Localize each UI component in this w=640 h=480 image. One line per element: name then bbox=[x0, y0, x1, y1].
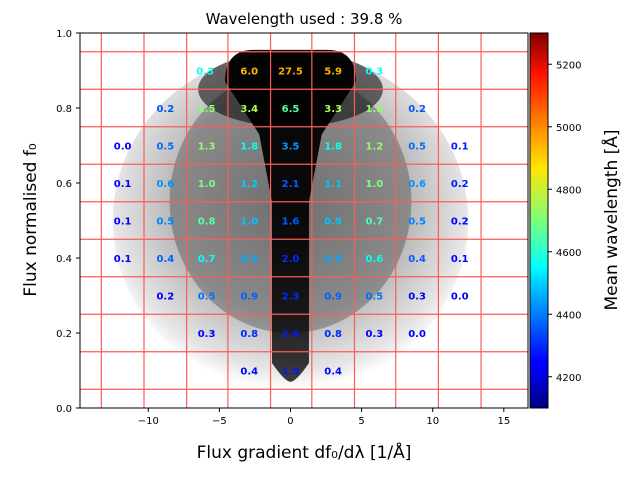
cell-value-label: 0.5 bbox=[156, 217, 174, 228]
cell-value-label: 1.0 bbox=[366, 179, 384, 190]
cell-value-label: 1.5 bbox=[366, 104, 384, 115]
cell-value-label: 0.4 bbox=[408, 254, 426, 265]
cell-value-label: 3.4 bbox=[240, 104, 258, 115]
cell-value-label: 0.0 bbox=[114, 142, 132, 153]
cell-value-label: 1.8 bbox=[240, 142, 258, 153]
cell-value-label: 0.0 bbox=[451, 292, 469, 303]
cell-value-label: 0.3 bbox=[366, 67, 384, 78]
cell-value-label: 0.9 bbox=[240, 254, 258, 265]
y-tick-label: 0.6 bbox=[56, 179, 72, 190]
x-tick-label: 5 bbox=[358, 416, 364, 427]
x-tick-label: 0 bbox=[287, 416, 293, 427]
cell-value-label: 0.5 bbox=[198, 292, 216, 303]
plot-area bbox=[80, 33, 528, 408]
cell-labels: 0.3 6.0 27.5 5.9 0.3 0.2 1.5 3.4 6.5 3.3 1.5 0.2 0.0… bbox=[114, 67, 469, 378]
plot-frame bbox=[79, 32, 529, 409]
cell-value-label: 0.1 bbox=[451, 142, 469, 153]
colorbar-tick-label: 4400 bbox=[556, 310, 581, 321]
cell-value-label: 0.7 bbox=[198, 254, 216, 265]
cell-value-label: 2.3 bbox=[282, 292, 300, 303]
x-tick-label: −10 bbox=[138, 416, 159, 427]
x-tick-label: 10 bbox=[426, 416, 439, 427]
cell-value-label: 0.6 bbox=[366, 254, 384, 265]
colorbar-tick-label: 4800 bbox=[556, 185, 581, 196]
cell-value-label: 0.9 bbox=[324, 254, 342, 265]
cell-value-label: 0.9 bbox=[324, 217, 342, 228]
cell-value-label: 0.6 bbox=[408, 179, 426, 190]
cell-value-label: 0.9 bbox=[240, 292, 258, 303]
scatter-density-cloud bbox=[112, 49, 469, 390]
y-tick-label: 0.4 bbox=[56, 254, 72, 265]
core-density bbox=[225, 49, 356, 382]
cell-value-label: 27.5 bbox=[278, 67, 303, 78]
cell-value-label: 0.3 bbox=[198, 329, 216, 340]
cell-value-label: 0.1 bbox=[114, 254, 132, 265]
cell-value-label: 0.3 bbox=[408, 292, 426, 303]
cell-value-label: 1.0 bbox=[240, 217, 258, 228]
cell-value-label: 0.1 bbox=[114, 179, 132, 190]
colorbar: 4200 4400 4600 4800 5000 5200 Mean wavelength… bbox=[529, 32, 622, 409]
cell-value-label: 1.2 bbox=[240, 179, 258, 190]
x-tick-label: 15 bbox=[497, 416, 510, 427]
colorbar-tick-label: 5000 bbox=[556, 123, 581, 134]
cell-value-label: 0.5 bbox=[408, 217, 426, 228]
cell-value-label: 0.4 bbox=[156, 254, 174, 265]
y-tick-label: 0.0 bbox=[56, 404, 72, 415]
cell-value-label: 0.6 bbox=[156, 179, 174, 190]
cell-value-label: 0.2 bbox=[156, 104, 174, 115]
cell-value-label: 0.5 bbox=[156, 142, 174, 153]
cell-value-label: 0.2 bbox=[408, 104, 426, 115]
cell-value-label: 0.5 bbox=[408, 142, 426, 153]
cell-value-label: 2.1 bbox=[282, 179, 300, 190]
cell-value-label: 0.9 bbox=[324, 292, 342, 303]
cell-value-label: 0.7 bbox=[366, 217, 384, 228]
cell-value-label: 1.3 bbox=[198, 142, 216, 153]
cell-value-label: 0.4 bbox=[324, 367, 342, 378]
cell-value-label: 0.1 bbox=[451, 254, 469, 265]
cell-value-label: 0.3 bbox=[196, 67, 214, 78]
colorbar-tick-label: 4600 bbox=[556, 248, 581, 259]
x-axis: −10 −5 0 5 10 15 bbox=[138, 408, 510, 427]
cell-value-label: 0.2 bbox=[156, 292, 174, 303]
cell-value-label: 0.0 bbox=[408, 329, 426, 340]
cell-value-label: 5.9 bbox=[324, 67, 342, 78]
colorbar-tick-label: 4200 bbox=[556, 373, 581, 384]
y-axis-label: Flux normalised f₀ bbox=[21, 143, 41, 297]
cell-value-label: 0.5 bbox=[366, 292, 384, 303]
cell-value-label: 0.8 bbox=[240, 329, 258, 340]
cell-value-label: 0.2 bbox=[451, 217, 469, 228]
colorbar-ticks: 4200 4400 4600 4800 5000 5200 bbox=[548, 60, 581, 384]
cell-value-label: 6.5 bbox=[282, 104, 300, 115]
cell-value-label: 1.0 bbox=[198, 179, 216, 190]
x-axis-label: Flux gradient df₀/dλ [1/Å] bbox=[197, 441, 412, 463]
cell-value-label: 0.2 bbox=[451, 179, 469, 190]
y-axis: 0.0 0.2 0.4 0.6 0.8 1.0 bbox=[56, 29, 80, 415]
colorbar-gradient bbox=[529, 32, 549, 409]
cell-value-label: 0.3 bbox=[366, 329, 384, 340]
cell-value-label: 1.5 bbox=[198, 104, 216, 115]
cell-value-label: 1.1 bbox=[324, 179, 342, 190]
cell-value-label: 2.6 bbox=[282, 329, 300, 340]
cell-value-label: 0.8 bbox=[198, 217, 216, 228]
cell-value-label: 0.8 bbox=[324, 329, 342, 340]
colorbar-label: Mean wavelength [Å] bbox=[600, 129, 622, 310]
y-tick-label: 1.0 bbox=[56, 29, 72, 40]
chart-title: Wavelength used : 39.8 % bbox=[206, 10, 403, 28]
cell-value-label: 3.3 bbox=[324, 104, 342, 115]
x-tick-label: −5 bbox=[212, 416, 227, 427]
cell-value-label: 1.8 bbox=[324, 142, 342, 153]
y-tick-label: 0.8 bbox=[56, 104, 72, 115]
colorbar-tick-label: 5200 bbox=[556, 60, 581, 71]
cell-value-label: 0.1 bbox=[114, 217, 132, 228]
cell-value-label: 6.0 bbox=[240, 67, 258, 78]
cell-value-label: 1.6 bbox=[282, 217, 300, 228]
cell-value-label: 3.5 bbox=[282, 142, 300, 153]
cell-value-label: 0.4 bbox=[240, 367, 258, 378]
cell-value-label: 1.5 bbox=[282, 367, 300, 378]
y-tick-label: 0.2 bbox=[56, 329, 72, 340]
cell-value-label: 2.0 bbox=[282, 254, 300, 265]
bin-grid bbox=[80, 33, 528, 408]
cell-value-label: 1.2 bbox=[366, 142, 384, 153]
